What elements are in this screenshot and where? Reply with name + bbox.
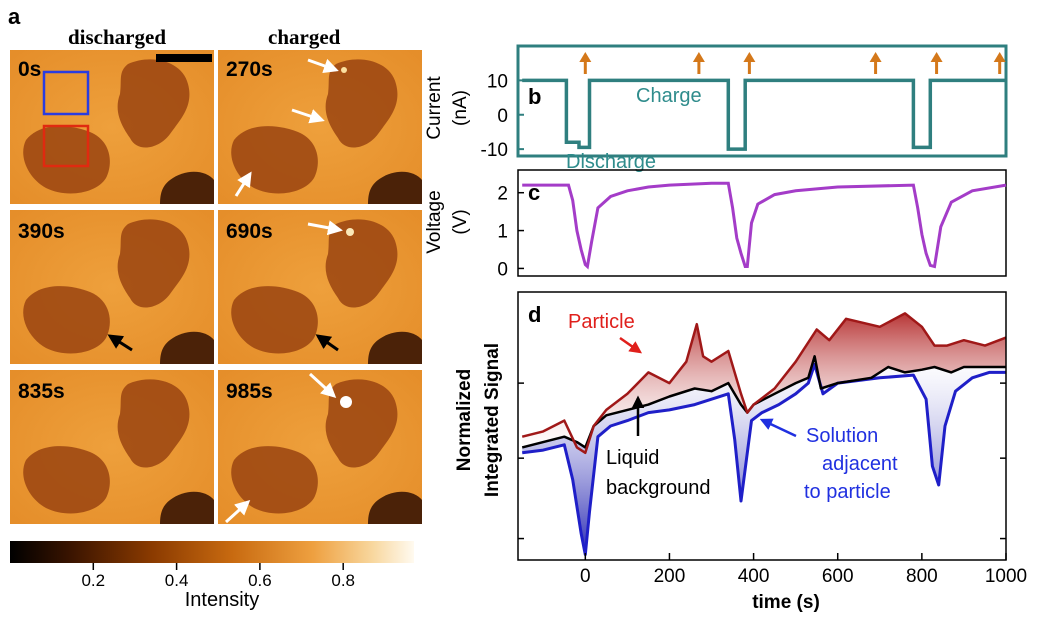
image-tile-690s: 690s xyxy=(218,210,422,364)
colorbar-ticks: 0.2 0.4 0.6 0.8 xyxy=(81,563,355,590)
current-axis-title: Current (nA) xyxy=(424,76,471,140)
background-label-line1: Liquid xyxy=(606,447,659,469)
current-y-tick-label: -10 xyxy=(481,140,508,161)
current-plot-frame xyxy=(516,44,1008,158)
solution-label-line3: to particle xyxy=(804,481,891,503)
image-tile-270s: 270s xyxy=(218,50,422,204)
image-tile-390s: 390s xyxy=(10,210,214,364)
acquisition-arrow-head xyxy=(579,52,592,62)
panel-a: a discharged charged 0s 270s 390s xyxy=(8,4,422,611)
image-tile-835s: 835s xyxy=(10,370,214,524)
colorbar-tick-label: 0.4 xyxy=(165,571,189,590)
particle-roi-box xyxy=(42,124,90,168)
panel-b: 10 0 -10 b Charge Discharge Current (nA) xyxy=(424,44,1008,173)
acquisition-arrow-head xyxy=(930,52,943,62)
solution-roi-box xyxy=(42,70,90,116)
signal-chart: 0 200 400 600 800 1000 xyxy=(517,291,1027,587)
current-chart: 10 0 -10 xyxy=(481,44,1008,161)
panel-a-letter: a xyxy=(8,4,21,29)
solution-pointer-arrow xyxy=(759,418,797,438)
particle-label: Particle xyxy=(568,311,635,333)
frame-time-label: 270s xyxy=(226,58,273,81)
signal-x-tick-label: 200 xyxy=(654,566,686,587)
scale-bar xyxy=(156,54,212,62)
time-axis-title: time (s) xyxy=(752,592,820,613)
particle-shaded-area xyxy=(522,313,1006,453)
image-tile-985s: 985s xyxy=(218,370,422,524)
particle-pointer-arrow xyxy=(619,336,643,354)
particle-series-line xyxy=(521,312,1007,455)
current-series-line xyxy=(522,78,1006,151)
colorbar-tick-label: 0.6 xyxy=(248,571,272,590)
acquisition-arrow-head xyxy=(869,52,882,62)
voltage-y-tick-label: 2 xyxy=(497,184,508,205)
column-heading-charged: charged xyxy=(268,25,341,49)
signal-x-tick-label: 0 xyxy=(580,566,591,587)
signal-x-tick-label: 800 xyxy=(906,566,938,587)
voltage-series-line xyxy=(522,181,1007,270)
voltage-axis-title: Voltage (V) xyxy=(424,190,471,253)
colorbar-tick-label: 0.8 xyxy=(331,571,355,590)
image-tile-0s: 0s xyxy=(10,50,214,204)
acquisition-arrow-head xyxy=(993,52,1006,62)
frame-time-label: 0s xyxy=(18,58,41,81)
frame-time-label: 985s xyxy=(226,380,273,403)
frame-time-label: 690s xyxy=(226,220,273,243)
voltage-plot-frame xyxy=(517,169,1007,277)
frame-time-label: 390s xyxy=(18,220,65,243)
signal-axis-title: Normalized Integrated Signal xyxy=(454,343,503,497)
panel-d: 0 200 400 600 800 1000 d Normalized Integrated… xyxy=(454,291,1027,613)
panel-b-letter: b xyxy=(528,84,541,109)
column-heading-discharged: discharged xyxy=(68,25,166,49)
background-label-line2: background xyxy=(606,477,711,499)
voltage-y-tick-label: 0 xyxy=(497,259,508,280)
signal-plot-frame xyxy=(517,291,1007,561)
discharge-label: Discharge xyxy=(566,151,656,173)
panel-c: 2 1 0 c Voltage (V) xyxy=(424,169,1007,280)
solution-label-line2: adjacent xyxy=(822,453,898,475)
colorbar-title: Intensity xyxy=(185,589,259,611)
current-y-tick-label: 0 xyxy=(497,106,508,127)
panel-c-letter: c xyxy=(528,180,540,205)
colorbar-gradient xyxy=(10,541,414,563)
acquisition-arrow-head xyxy=(743,52,756,62)
colorbar: 0.2 0.4 0.6 0.8 Intensity xyxy=(10,541,414,611)
signal-x-tick-label: 1000 xyxy=(985,566,1027,587)
solution-label-line1: Solution xyxy=(806,425,878,447)
colorbar-tick-label: 0.2 xyxy=(81,571,105,590)
signal-x-tick-label: 400 xyxy=(738,566,770,587)
solution-shaded-area xyxy=(522,356,1006,555)
voltage-chart: 2 1 0 xyxy=(497,169,1007,280)
panel-d-letter: d xyxy=(528,302,541,327)
signal-x-tick-label: 600 xyxy=(822,566,854,587)
voltage-y-tick-label: 1 xyxy=(497,222,508,243)
solution-series-line xyxy=(522,362,1006,557)
acquisition-arrow-head xyxy=(692,52,705,62)
charge-label: Charge xyxy=(636,85,702,107)
current-y-tick-label: 10 xyxy=(487,71,508,92)
frame-time-label: 835s xyxy=(18,380,65,403)
